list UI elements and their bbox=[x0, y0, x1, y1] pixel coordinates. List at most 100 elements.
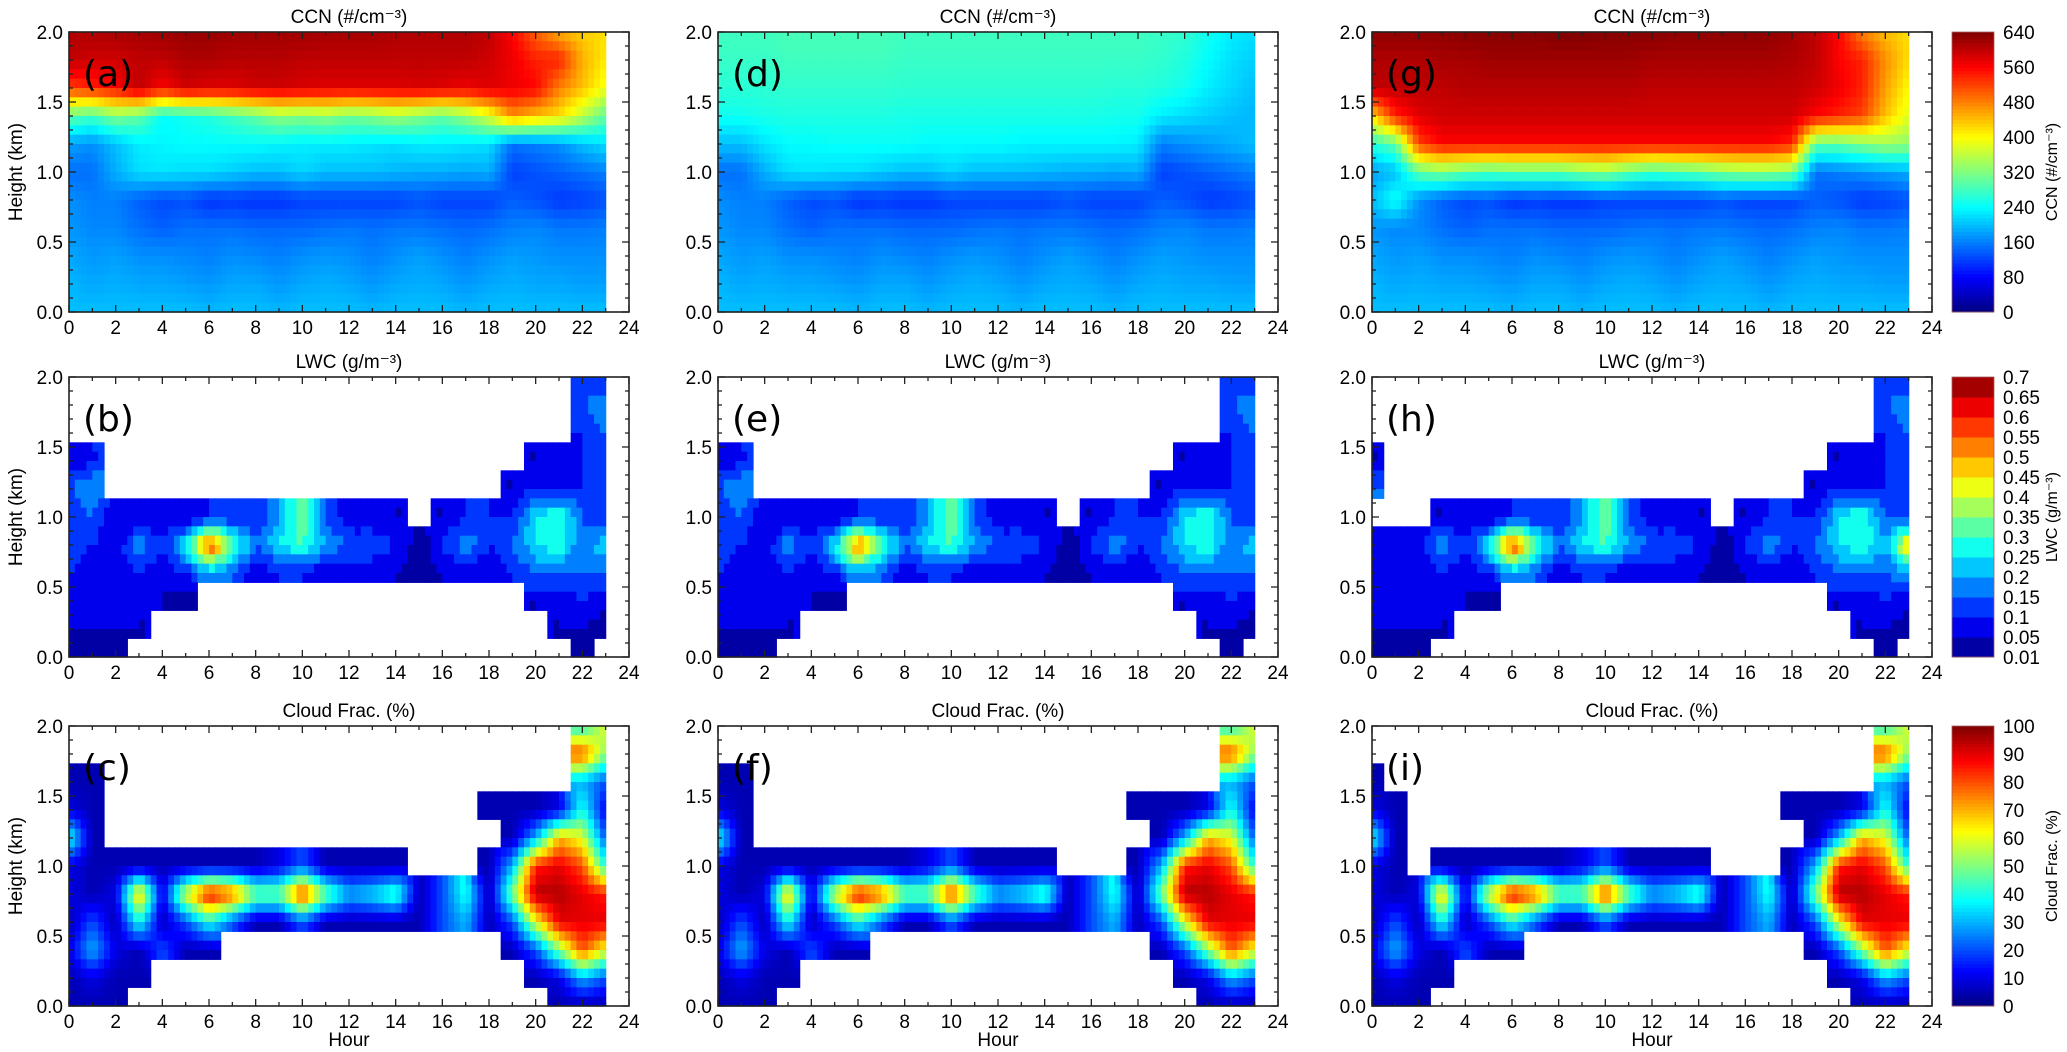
heatmap-cell bbox=[512, 181, 518, 191]
heatmap-cell bbox=[466, 69, 472, 79]
heatmap-cell bbox=[477, 303, 483, 313]
heatmap-cell bbox=[437, 293, 443, 303]
heatmap-cell bbox=[588, 181, 594, 191]
heatmap-cell bbox=[320, 163, 326, 173]
x-tick-label: 18 bbox=[478, 318, 499, 339]
heatmap-cell bbox=[594, 32, 600, 42]
heatmap-cell bbox=[530, 60, 536, 70]
heatmap-cell bbox=[582, 107, 588, 117]
heatmap-cell bbox=[547, 60, 553, 70]
heatmap-cell bbox=[361, 303, 367, 313]
heatmap-cell bbox=[262, 256, 268, 266]
heatmap-cell bbox=[291, 526, 297, 536]
heatmap-cell bbox=[507, 172, 513, 182]
heatmap-cell bbox=[489, 191, 495, 201]
heatmap-cell bbox=[279, 79, 285, 89]
heatmap-cell bbox=[133, 498, 139, 508]
heatmap-cell bbox=[232, 172, 238, 182]
heatmap-cell bbox=[314, 498, 320, 508]
heatmap-cell bbox=[308, 545, 314, 555]
heatmap-cell bbox=[582, 517, 588, 527]
heatmap-cell bbox=[355, 144, 361, 154]
heatmap-cell bbox=[250, 554, 256, 564]
heatmap-cell bbox=[425, 116, 431, 126]
heatmap-cell bbox=[133, 200, 139, 210]
heatmap-cell bbox=[139, 237, 145, 247]
heatmap-cell bbox=[536, 116, 542, 126]
heatmap-cell bbox=[232, 508, 238, 518]
heatmap-cell bbox=[396, 107, 402, 117]
heatmap-cell bbox=[419, 265, 425, 275]
heatmap-cell bbox=[168, 564, 174, 574]
heatmap-cell bbox=[571, 564, 577, 574]
heatmap-cell bbox=[582, 191, 588, 201]
heatmap-cell bbox=[110, 135, 116, 145]
heatmap-cell bbox=[495, 526, 501, 536]
heatmap-cell bbox=[232, 200, 238, 210]
heatmap-cell bbox=[98, 582, 104, 592]
heatmap-cell bbox=[116, 107, 122, 117]
heatmap-cell bbox=[594, 79, 600, 89]
heatmap-cell bbox=[320, 200, 326, 210]
heatmap-cell bbox=[186, 116, 192, 126]
heatmap-cell bbox=[553, 573, 559, 583]
heatmap-cell bbox=[378, 209, 384, 219]
heatmap-cell bbox=[69, 648, 75, 658]
heatmap-cell bbox=[588, 51, 594, 61]
heatmap-cell bbox=[192, 60, 198, 70]
heatmap-cell bbox=[489, 79, 495, 89]
heatmap-cell bbox=[355, 526, 361, 536]
heatmap-cell bbox=[466, 79, 472, 89]
heatmap-cell bbox=[460, 256, 466, 266]
heatmap-cell bbox=[157, 293, 163, 303]
heatmap-cell bbox=[547, 526, 553, 536]
heatmap-cell bbox=[186, 508, 192, 518]
heatmap-cell bbox=[600, 517, 606, 527]
heatmap-cell bbox=[291, 256, 297, 266]
heatmap-cell bbox=[302, 191, 308, 201]
heatmap-cell bbox=[98, 265, 104, 275]
heatmap-cell bbox=[162, 69, 168, 79]
heatmap-cell bbox=[162, 41, 168, 51]
heatmap-cell bbox=[162, 51, 168, 61]
heatmap-cell bbox=[297, 181, 303, 191]
heatmap-cell bbox=[273, 293, 279, 303]
heatmap-cell bbox=[600, 564, 606, 574]
heatmap-cell bbox=[151, 181, 157, 191]
heatmap-cell bbox=[297, 554, 303, 564]
heatmap-cell bbox=[448, 219, 454, 229]
heatmap-cell bbox=[98, 293, 104, 303]
heatmap-cell bbox=[291, 60, 297, 70]
heatmap-cell bbox=[320, 191, 326, 201]
heatmap-cell bbox=[244, 237, 250, 247]
heatmap-cell bbox=[378, 88, 384, 98]
heatmap-cell bbox=[168, 293, 174, 303]
heatmap-cell bbox=[209, 545, 215, 555]
heatmap-cell bbox=[92, 470, 98, 480]
heatmap-cell bbox=[87, 153, 93, 163]
heatmap-cell bbox=[145, 60, 151, 70]
heatmap-cell bbox=[273, 172, 279, 182]
heatmap-cell bbox=[571, 508, 577, 518]
heatmap-cell bbox=[139, 582, 145, 592]
heatmap-cell bbox=[407, 191, 413, 201]
heatmap-cell bbox=[594, 433, 600, 443]
heatmap-cell bbox=[547, 107, 553, 117]
heatmap-cell bbox=[588, 69, 594, 79]
heatmap-cell bbox=[454, 209, 460, 219]
heatmap-cell bbox=[139, 573, 145, 583]
heatmap-cell bbox=[180, 60, 186, 70]
heatmap-cell bbox=[139, 293, 145, 303]
heatmap-cell bbox=[600, 219, 606, 229]
heatmap-cell bbox=[110, 582, 116, 592]
heatmap-cell bbox=[122, 303, 128, 313]
heatmap-cell bbox=[162, 32, 168, 42]
heatmap-cell bbox=[92, 275, 98, 285]
heatmap-cell bbox=[297, 275, 303, 285]
heatmap-cell bbox=[168, 144, 174, 154]
heatmap-cell bbox=[378, 51, 384, 61]
heatmap-cell bbox=[273, 209, 279, 219]
heatmap-cell bbox=[139, 191, 145, 201]
heatmap-cell bbox=[168, 219, 174, 229]
heatmap-cell bbox=[314, 172, 320, 182]
